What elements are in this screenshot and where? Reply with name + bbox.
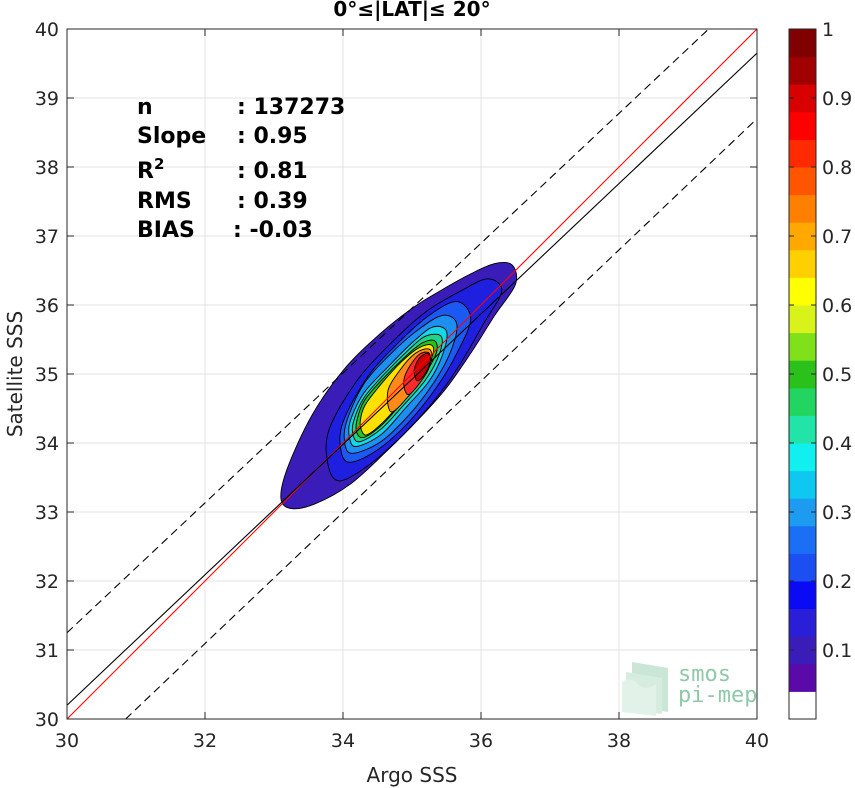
- colorbar-tick-label: 0.5: [822, 364, 852, 386]
- colorbar-segment: [789, 111, 816, 140]
- logo-text-smos: smos: [678, 662, 731, 687]
- smos-pimep-logo: smos pi-mep: [622, 662, 757, 716]
- colorbar: 0.1 0.2 0.3 0.4 0.5 0.6 0.7 0.8 0.9 1: [788, 19, 852, 720]
- stat-value: : 0.39: [237, 189, 308, 214]
- colorbar-segment: [789, 387, 816, 416]
- colorbar-segment: [789, 581, 816, 610]
- stat-superscript: 2: [154, 155, 164, 173]
- colorbar-tick-label: 0.1: [822, 640, 852, 662]
- stat-label: RMS: [137, 189, 192, 214]
- stat-value: : -0.03: [233, 218, 313, 243]
- line-fit: [67, 52, 757, 706]
- colorbar-tick-label: 0.2: [822, 571, 852, 593]
- colorbar-segment: [789, 608, 816, 637]
- y-tick-label: 36: [35, 295, 59, 317]
- stat-value: : 0.95: [237, 124, 308, 149]
- stat-label: Slope: [137, 124, 206, 149]
- colorbar-tick-label: 0.3: [822, 502, 852, 524]
- y-tick-label: 37: [35, 226, 59, 248]
- x-tick-label: 36: [469, 730, 493, 752]
- plot-title: 0°≤|LAT|≤ 20°: [333, 0, 490, 21]
- y-tick-label: 39: [35, 88, 59, 110]
- y-tick-label: 40: [35, 19, 59, 41]
- colorbar-segment: [789, 470, 816, 499]
- stat-value: : 137273: [237, 95, 345, 120]
- colorbar-segment: [789, 525, 816, 554]
- y-tick-label: 32: [35, 571, 59, 593]
- colorbar-tick-label: 0.4: [822, 433, 852, 455]
- colorbar-segment: [789, 553, 816, 582]
- x-tick-label: 34: [331, 730, 355, 752]
- axis-ticks: 30 32 34 36 38 40 30 31 32 33 34 35 36 37 38 39 40: [35, 19, 769, 752]
- colorbar-segment: [789, 305, 816, 334]
- x-tick-label: 38: [607, 730, 631, 752]
- colorbar-tick-label: 1: [822, 19, 834, 41]
- colorbar-segment: [789, 139, 816, 168]
- x-tick-label: 40: [745, 730, 769, 752]
- colorbar-segment: [789, 29, 816, 58]
- colorbar-segment: [789, 443, 816, 472]
- stat-label: n: [137, 95, 153, 120]
- colorbar-segment: [789, 415, 816, 444]
- line-fit-3sd: [125, 118, 757, 719]
- colorbar-segment: [789, 194, 816, 223]
- colorbar-segment: [789, 277, 816, 306]
- logo-waves-icon: [622, 662, 668, 716]
- colorbar-tick-label: 0.7: [822, 226, 852, 248]
- colorbar-segment: [789, 249, 816, 278]
- colorbar-segment: [789, 691, 816, 720]
- y-tick-label: 38: [35, 157, 59, 179]
- colorbar-tick-label: 0.8: [822, 157, 852, 179]
- y-tick-label: 33: [35, 502, 59, 524]
- y-tick-label: 34: [35, 433, 59, 455]
- y-tick-label: 35: [35, 364, 59, 386]
- reference-lines: [67, 29, 757, 719]
- logo-text-pimep: pi-mep: [678, 683, 757, 708]
- x-axis-title: Argo SSS: [367, 763, 458, 787]
- colorbar-segment: [789, 663, 816, 692]
- stat-label: BIAS: [137, 218, 195, 243]
- line-1-1: [67, 29, 757, 719]
- stat-value: : 0.81: [237, 159, 308, 184]
- line-fit-3sd: [67, 29, 710, 634]
- colorbar-tick-label: 0.9: [822, 88, 852, 110]
- x-tick-label: 30: [55, 730, 79, 752]
- colorbar-tick-label: 0.6: [822, 295, 852, 317]
- colorbar-segment: [789, 332, 816, 361]
- y-axis-title: Satellite SSS: [3, 311, 27, 437]
- y-tick-label: 31: [35, 640, 59, 662]
- x-tick-label: 32: [193, 730, 217, 752]
- colorbar-segment: [789, 56, 816, 85]
- y-tick-label: 30: [35, 709, 59, 731]
- colorbar-segment: [789, 167, 816, 196]
